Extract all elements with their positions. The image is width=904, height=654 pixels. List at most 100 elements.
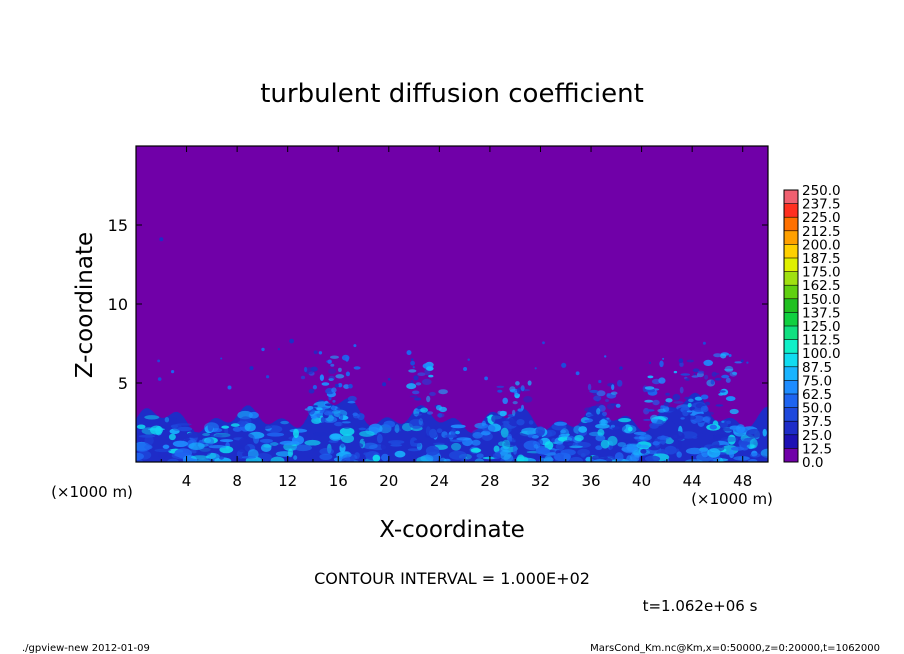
x-tick-label: 12 bbox=[278, 472, 297, 490]
turbulence-plume bbox=[352, 413, 360, 419]
turbulence-plume bbox=[729, 408, 739, 415]
turbulence-plume bbox=[515, 381, 520, 386]
turbulence-plume bbox=[323, 411, 334, 416]
turbulence-plume bbox=[599, 419, 608, 426]
turbulence-plume bbox=[517, 408, 523, 412]
turbulence-eddy bbox=[521, 427, 539, 435]
colorbar-label: 250.0 bbox=[802, 183, 841, 199]
turbulence-speck bbox=[534, 367, 537, 370]
turbulence-eddy bbox=[204, 422, 219, 433]
turbulence-plume bbox=[331, 405, 336, 411]
colorbar: 0.012.525.037.550.062.575.087.5100.0112.… bbox=[783, 183, 841, 471]
turbulence-plume bbox=[353, 366, 361, 370]
turbulence-eddy bbox=[172, 423, 182, 431]
turbulence-eddy bbox=[633, 431, 647, 435]
turbulence-eddy bbox=[560, 428, 570, 439]
turbulence-plume bbox=[615, 403, 621, 408]
turbulence-speck bbox=[410, 358, 414, 361]
turbulence-plume bbox=[692, 368, 700, 373]
y-axis: 5 10 15 bbox=[108, 216, 768, 393]
turbulence-eddy bbox=[342, 453, 358, 461]
turbulence-eddy bbox=[190, 455, 209, 460]
turbulence-eddy bbox=[762, 428, 767, 437]
turbulence-eddy bbox=[436, 428, 443, 434]
turbulence-plume bbox=[429, 391, 436, 396]
turbulence-plume bbox=[316, 407, 323, 411]
turbulence-eddy bbox=[219, 456, 224, 460]
turbulence-eddy bbox=[164, 417, 170, 423]
turbulence-eddy bbox=[482, 424, 496, 433]
turbulence-eddy bbox=[266, 432, 285, 437]
turbulence-plume bbox=[606, 417, 610, 420]
colorbar-swatch bbox=[784, 190, 798, 204]
turbulence-plume bbox=[308, 388, 315, 394]
x-tick-label: 48 bbox=[733, 472, 752, 490]
colorbar-swatch bbox=[784, 244, 798, 258]
turbulence-plume bbox=[330, 355, 339, 359]
turbulence-eddy bbox=[687, 403, 692, 408]
turbulence-plume bbox=[714, 377, 722, 381]
turbulence-eddy bbox=[640, 449, 647, 454]
turbulence-eddy bbox=[500, 427, 509, 438]
x-tick-label: 32 bbox=[531, 472, 550, 490]
turbulence-eddy bbox=[237, 410, 253, 420]
turbulence-plume bbox=[659, 360, 664, 368]
turbulence-plume bbox=[706, 417, 711, 425]
turbulence-eddy bbox=[569, 445, 583, 449]
turbulence-eddy bbox=[591, 454, 608, 461]
turbulence-eddy bbox=[162, 444, 170, 449]
turbulence-eddy bbox=[644, 455, 661, 462]
turbulence-eddy bbox=[685, 459, 703, 462]
turbulence-plume bbox=[411, 416, 420, 420]
turbulence-eddy bbox=[670, 431, 685, 442]
colorbar-label: 150.0 bbox=[802, 292, 841, 308]
turbulence-speck bbox=[619, 366, 623, 370]
turbulence-plume bbox=[422, 378, 432, 385]
x-axis: 4 8 12 16 20 24 28 32 36 40 44 48 bbox=[160, 146, 752, 490]
colorbar-label: 162.5 bbox=[802, 278, 841, 294]
turbulence-eddy bbox=[595, 434, 606, 442]
x-tick-label: 44 bbox=[683, 472, 702, 490]
turbulence-plume bbox=[691, 375, 699, 378]
turbulence-eddy bbox=[312, 432, 329, 437]
turbulence-plume bbox=[715, 404, 724, 407]
turbulence-eddy bbox=[629, 441, 639, 445]
turbulence-speck bbox=[740, 359, 744, 363]
colorbar-swatch bbox=[784, 298, 798, 313]
turbulence-plume bbox=[679, 386, 684, 394]
turbulence-eddy bbox=[727, 434, 736, 445]
turbulence-eddy bbox=[560, 449, 576, 456]
turbulence-eddy bbox=[729, 425, 741, 430]
turbulence-eddy bbox=[208, 445, 227, 449]
turbulence-plume bbox=[651, 418, 658, 424]
colorbar-label: 125.0 bbox=[802, 319, 841, 335]
turbulence-eddy bbox=[528, 420, 534, 425]
colorbar-label: 75.0 bbox=[802, 373, 832, 389]
turbulence-speck bbox=[746, 361, 749, 364]
turbulence-eddy bbox=[177, 426, 193, 432]
turbulence-plume bbox=[672, 393, 681, 401]
turbulence-eddy bbox=[136, 437, 143, 441]
turbulence-eddy bbox=[751, 450, 758, 457]
turbulence-plume bbox=[347, 401, 356, 404]
turbulence-eddy bbox=[474, 458, 484, 462]
turbulence-plume bbox=[721, 420, 725, 423]
turbulence-eddy bbox=[712, 434, 729, 441]
turbulence-eddy bbox=[293, 428, 299, 439]
turbulence-eddy bbox=[354, 452, 360, 460]
turbulence-eddy bbox=[168, 433, 176, 441]
turbulence-eddy bbox=[244, 422, 256, 432]
turbulence-eddy bbox=[202, 433, 211, 436]
turbulence-speck bbox=[728, 354, 732, 357]
turbulence-plume bbox=[714, 372, 720, 375]
turbulence-eddy bbox=[376, 433, 383, 444]
turbulence-eddy bbox=[413, 440, 423, 444]
turbulence-plume bbox=[426, 411, 434, 415]
turbulence-eddy bbox=[188, 442, 205, 451]
colorbar-swatch bbox=[784, 312, 798, 326]
turbulence-plume bbox=[496, 385, 505, 388]
turbulence-eddy bbox=[618, 418, 632, 423]
turbulence-plume bbox=[593, 395, 602, 402]
turbulence-plume bbox=[313, 350, 318, 355]
turbulence-plume bbox=[665, 398, 673, 403]
